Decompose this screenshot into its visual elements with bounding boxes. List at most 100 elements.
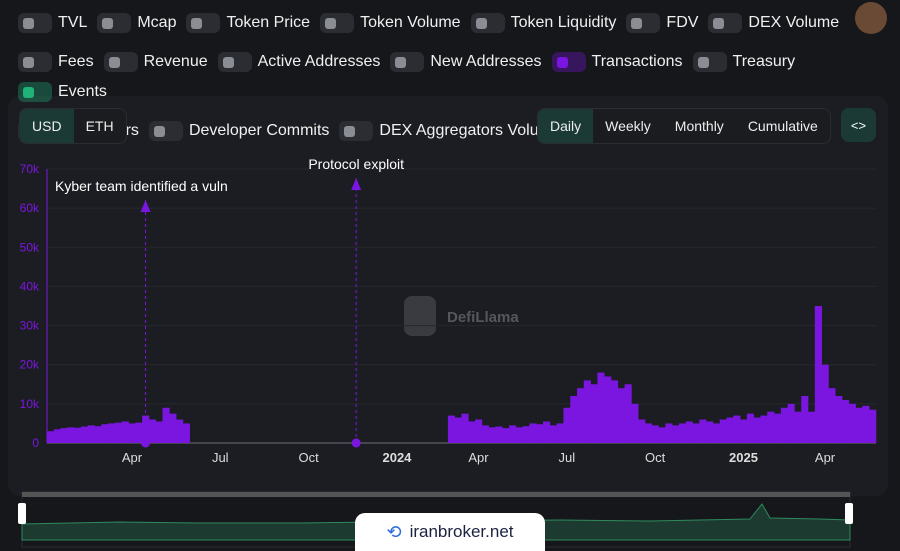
bar [121,421,129,443]
metric-toggle[interactable]: Token Volume [320,12,461,33]
toggle-switch[interactable] [551,51,586,72]
bar [835,396,843,443]
event-arrow [140,200,151,212]
toggle-label: Token Volume [360,13,461,31]
x-tick-label: Oct [645,450,666,465]
bar [774,413,782,443]
toggle-switch[interactable] [320,12,355,33]
bar [842,399,850,443]
metric-toggle[interactable]: Developer Commits [148,120,330,141]
embed-button[interactable]: <> [841,108,876,142]
x-tick-label: 2025 [729,450,758,465]
bar [712,423,721,443]
toggle-label: Treasury [732,52,796,70]
metric-toggle[interactable]: Treasury [692,51,796,72]
event-arrow [351,178,362,190]
bar [746,413,754,443]
bar [760,415,768,443]
toggle-switch[interactable] [18,51,52,72]
bar [101,424,109,443]
bar [814,306,822,443]
metric-toggle[interactable]: Transactions [551,51,683,72]
bar [610,380,619,443]
bar [108,423,116,443]
metric-toggle[interactable]: Revenue [103,51,208,72]
toggle-switch[interactable] [186,12,221,33]
bar [549,425,557,443]
bar [80,426,89,443]
bar [182,423,190,443]
toggle-button[interactable]: Daily [538,109,594,143]
bar [148,419,157,443]
metric-toggle[interactable]: DEX Volume [708,12,839,33]
metric-toggle[interactable]: Token Liquidity [470,12,617,33]
bar [794,411,802,443]
bar [801,396,809,443]
toggle-switch[interactable] [18,12,52,33]
toggle-label: Token Price [226,13,311,31]
toggle-switch[interactable] [339,120,374,141]
bar [828,388,836,443]
toggle-switch[interactable] [692,51,727,72]
currency-group: USD ETH [19,108,127,144]
bar [155,421,163,443]
bar [529,423,537,443]
toggle-label: Developer Commits [188,121,330,139]
toggle-switch[interactable] [390,51,425,72]
toggle-button[interactable]: Monthly [674,118,724,134]
bar [47,431,55,443]
metric-toggle[interactable]: New Addresses [390,51,542,72]
bar [821,364,829,443]
toggle-switch[interactable] [470,12,505,33]
metric-toggle[interactable]: Fees [18,51,94,72]
bar [644,423,653,443]
bar [128,423,136,443]
toggle-label: Mcap [137,13,177,31]
watermark: DefiLlama [447,309,519,326]
toggle-switch[interactable] [626,12,661,33]
bar [733,415,741,443]
bar [563,407,571,443]
metric-toggle[interactable]: TVL [18,12,87,33]
toggle-button[interactable]: USD [20,109,74,143]
bar [468,421,476,443]
bar [114,422,123,443]
toggle-label: DEX Volume [748,13,840,31]
toggle-label: TVL [58,13,88,31]
bar [692,423,700,443]
bar [855,407,863,443]
avatar [855,2,887,34]
y-tick-label: 60k [20,201,40,215]
toggle-button[interactable]: Weekly [605,118,651,134]
x-tick-label: Jul [212,450,229,465]
toggle-switch[interactable] [103,51,138,72]
toggle-switch[interactable] [97,12,132,33]
event-label: Protocol exploit [308,156,404,172]
toggle-label: Token Liquidity [510,13,617,31]
toggle-button[interactable]: ETH [85,118,114,134]
toggle-switch[interactable] [148,120,183,141]
toggle-switch[interactable] [708,12,743,33]
bar [658,427,666,443]
bar [94,426,102,443]
metric-toggle[interactable]: Events [18,81,107,102]
bar [631,403,639,443]
toggle-button[interactable]: Cumulative [747,118,818,134]
metric-toggle[interactable]: Active Addresses [217,51,380,72]
toggle-switch[interactable] [18,81,52,102]
y-tick-label: 0 [32,436,39,450]
bar [583,380,591,443]
toggle-switch[interactable] [217,51,252,72]
bar [685,421,693,443]
toggle-label: New Addresses [430,52,542,70]
bar [454,417,462,443]
metric-toggle[interactable]: DEX Aggregators Volume [339,120,561,141]
bar [67,427,75,443]
metric-toggle[interactable]: FDV [626,12,698,33]
metric-toggle[interactable]: Mcap [97,12,176,33]
bar [767,411,775,443]
bar [543,421,551,443]
metric-toggle[interactable]: Token Price [186,12,310,33]
toggle-label: Transactions [591,52,683,70]
